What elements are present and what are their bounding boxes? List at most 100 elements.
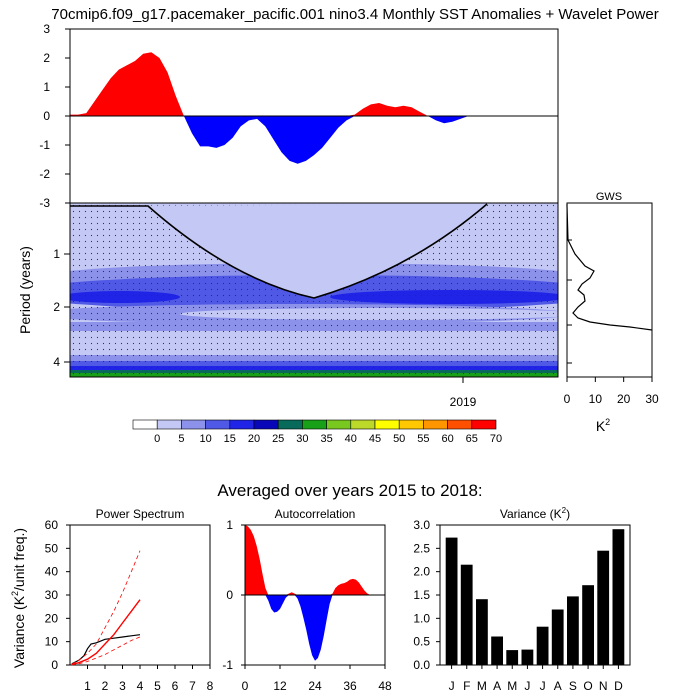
cone-of-influence (70, 203, 488, 299)
colorbar-swatch (374, 419, 400, 430)
colorbar-swatch (205, 419, 231, 430)
variance-xtick-label: M (477, 679, 487, 693)
power-series-lower-95 (71, 636, 141, 666)
colorbar-swatch (277, 419, 303, 430)
gws-panel: GWS 0 10 20 30 K2 (564, 191, 659, 434)
power-series-spectrum (71, 634, 141, 665)
wavelet-xtick-2019: 2019 (450, 395, 477, 409)
wavelet-ytick-2: 2 (53, 300, 60, 314)
variance-xtick-label: J (449, 679, 455, 693)
power-xtick-label: 6 (172, 679, 179, 693)
wavelet-field (70, 203, 558, 377)
colorbar-swatch (302, 419, 327, 430)
colorbar-swatch (229, 419, 255, 430)
autocorr-xtick-label: 48 (378, 679, 392, 693)
colorbar-swatch (132, 419, 158, 430)
colorbar-label: 50 (393, 433, 405, 445)
power-ytick-label: 40 (45, 565, 59, 579)
wavelet-ytick-1: 1 (53, 247, 60, 261)
wavelet-panel: 1 2 4 Period (years) 2019 (17, 202, 559, 409)
power-ytick-label: 30 (45, 588, 59, 602)
colorbar-swatch (398, 419, 424, 430)
anomaly-panel: 3 2 1 0 -1 -2 -3 (39, 22, 559, 210)
power-ylabel: Variance (K2/unit freq.) (10, 528, 27, 668)
wavelet-ylabel: Period (years) (17, 246, 33, 334)
variance-bar-S (567, 596, 579, 665)
anomaly-ytick-label: -1 (39, 138, 50, 152)
colorbar-label: 5 (178, 433, 184, 445)
gws-xtick-label: 20 (617, 392, 631, 406)
power-ytick-label: 50 (45, 541, 59, 555)
colorbar-label: 70 (490, 433, 502, 445)
power-series-red-noise (71, 599, 141, 666)
variance-y-axis: 3.0 2.5 2.0 1.5 1.0 0.5 0.0 (413, 518, 440, 672)
variance-xtick-label: N (599, 679, 608, 693)
variance-xtick-label: A (554, 679, 562, 693)
colorbar-label: 30 (296, 433, 308, 445)
variance-xtick-label: A (493, 679, 501, 693)
colorbar-swatch (471, 419, 497, 430)
autocorr-y-axis: 1 0 -1 (222, 518, 245, 672)
colorbar-swatch (350, 419, 376, 430)
autocorr-xtick-label: 36 (343, 679, 357, 693)
colorbar-label: 40 (345, 433, 357, 445)
anomaly-positive-area (70, 52, 477, 116)
power-ytick-label: 0 (51, 658, 58, 672)
power-xtick-label: 7 (189, 679, 196, 693)
variance-ytick-label: 0.0 (413, 658, 430, 672)
gws-line (566, 204, 653, 331)
colorbar-label: 10 (199, 433, 211, 445)
variance-xtick-label: M (507, 679, 517, 693)
wavelet-ytick-4: 4 (53, 355, 60, 369)
power-xtick-label: 5 (154, 679, 161, 693)
colorbar-label: 45 (369, 433, 381, 445)
colorbar-swatch (181, 419, 206, 430)
anomaly-negative-area (70, 116, 477, 164)
power-series-upper-95 (71, 550, 141, 665)
anomaly-ytick-label: -3 (39, 196, 50, 210)
power-ytick-label: 20 (45, 611, 59, 625)
colorbar-label: 35 (320, 433, 332, 445)
gws-frame (566, 202, 653, 378)
autocorr-negative-area (245, 595, 380, 661)
power-title: Power Spectrum (96, 507, 185, 521)
autocorr-ytick-label: 0 (226, 588, 233, 602)
wavelet-frame (69, 202, 559, 378)
variance-bar-D (612, 529, 625, 665)
variance-ytick-label: 1.5 (413, 588, 430, 602)
variance-bar-J (521, 649, 534, 665)
variance-bar-F (460, 564, 473, 665)
variance-ytick-label: 1.0 (413, 611, 430, 625)
power-y-axis: 60 50 40 30 20 10 0 (45, 518, 70, 672)
variance-xtick-label: S (569, 679, 577, 693)
power-xtick-label: 1 (84, 679, 91, 693)
variance-ytick-label: 3.0 (413, 518, 430, 532)
anomaly-ytick-label: 3 (43, 22, 50, 36)
gws-title: GWS (596, 191, 622, 203)
power-ytick-label: 60 (45, 518, 59, 532)
anomaly-ytick-label: 2 (43, 51, 50, 65)
power-xtick-label: 4 (137, 679, 144, 693)
variance-ytick-label: 2.0 (413, 565, 430, 579)
anomaly-ytick-label: -2 (39, 167, 50, 181)
colorbar-swatch (326, 419, 352, 430)
power-ytick-label: 10 (45, 635, 59, 649)
variance-ytick-label: 2.5 (413, 541, 430, 555)
gws-xlabel: K2 (596, 417, 610, 434)
colorbar-label: 60 (441, 433, 453, 445)
colorbar-swatch (156, 419, 182, 430)
variance-title: Variance (K2) (500, 506, 570, 521)
variance-bar-O (582, 585, 594, 665)
variance-bar-M (476, 599, 488, 665)
colorbar-label: 25 (272, 433, 284, 445)
autocorr-xtick-label: 0 (242, 679, 249, 693)
autocorr-x-axis: 0 12 24 36 48 (242, 665, 392, 693)
gws-x-axis: 0 10 20 30 (564, 377, 659, 406)
autocorr-xtick-label: 12 (273, 679, 287, 693)
variance-xtick-label: D (614, 679, 623, 693)
anomaly-y-axis: 3 2 1 0 -1 -2 -3 (39, 22, 70, 210)
